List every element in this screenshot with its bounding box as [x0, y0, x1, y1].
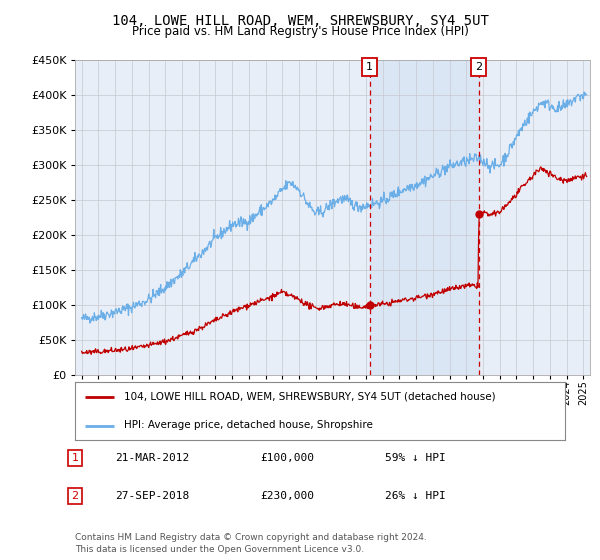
Text: £100,000: £100,000	[260, 453, 314, 463]
Text: 21-MAR-2012: 21-MAR-2012	[115, 453, 189, 463]
Text: £230,000: £230,000	[260, 491, 314, 501]
Text: 1: 1	[71, 453, 79, 463]
Text: Contains HM Land Registry data © Crown copyright and database right 2024.: Contains HM Land Registry data © Crown c…	[75, 533, 427, 542]
Text: 59% ↓ HPI: 59% ↓ HPI	[385, 453, 446, 463]
Text: 104, LOWE HILL ROAD, WEM, SHREWSBURY, SY4 5UT (detached house): 104, LOWE HILL ROAD, WEM, SHREWSBURY, SY…	[124, 391, 496, 402]
Text: 2: 2	[475, 62, 482, 72]
Text: 2: 2	[71, 491, 79, 501]
Text: 26% ↓ HPI: 26% ↓ HPI	[385, 491, 446, 501]
Text: 1: 1	[366, 62, 373, 72]
Text: This data is licensed under the Open Government Licence v3.0.: This data is licensed under the Open Gov…	[75, 545, 364, 554]
Text: 27-SEP-2018: 27-SEP-2018	[115, 491, 189, 501]
Text: HPI: Average price, detached house, Shropshire: HPI: Average price, detached house, Shro…	[124, 421, 373, 431]
Bar	[370, 60, 479, 375]
Text: Price paid vs. HM Land Registry's House Price Index (HPI): Price paid vs. HM Land Registry's House …	[131, 25, 469, 38]
Text: 104, LOWE HILL ROAD, WEM, SHREWSBURY, SY4 5UT: 104, LOWE HILL ROAD, WEM, SHREWSBURY, SY…	[112, 14, 488, 28]
